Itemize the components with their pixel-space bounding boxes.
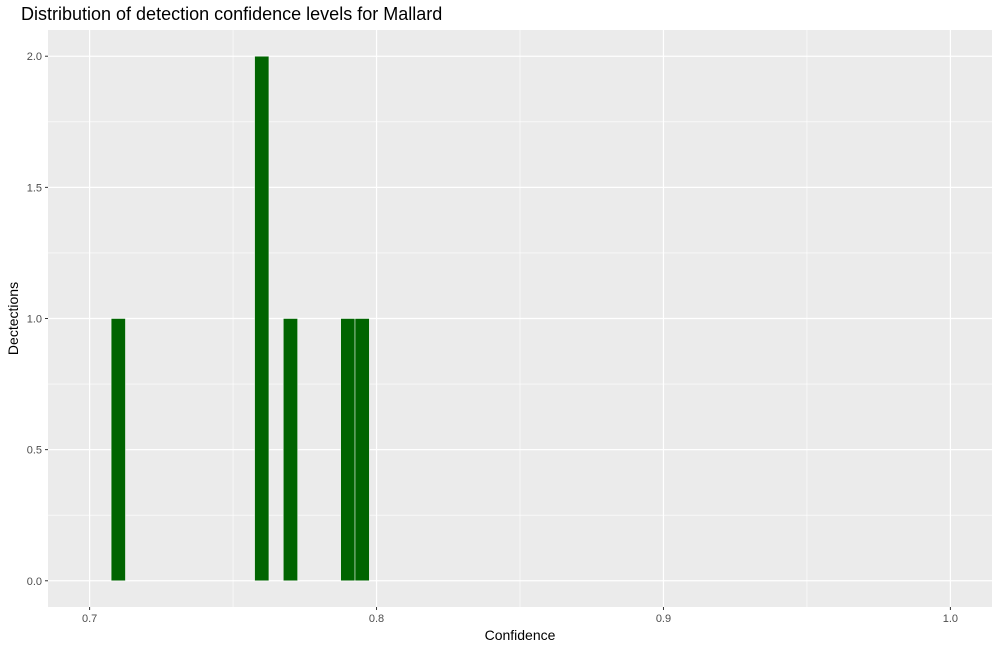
bars: [110, 55, 370, 582]
y-axis-label: Dectections: [5, 282, 21, 355]
y-tick-label: 0.0: [27, 576, 42, 588]
x-axis-label: Confidence: [485, 627, 556, 643]
histogram-bar: [110, 318, 126, 582]
x-tick-label: 0.7: [82, 613, 97, 625]
chart-title: Distribution of detection confidence lev…: [21, 4, 443, 24]
y-tick-label: 2.0: [27, 51, 42, 63]
x-tick-label: 0.8: [369, 613, 384, 625]
histogram-bar: [254, 55, 270, 582]
x-axis: 0.7 0.8 0.9 1.0: [82, 607, 958, 625]
major-gridlines: [48, 30, 992, 607]
histogram-bar: [283, 318, 298, 582]
y-axis: 0.0 0.5 1.0 1.5 2.0: [27, 51, 48, 588]
histogram-bar: [354, 318, 370, 582]
x-tick-label: 0.9: [656, 613, 671, 625]
y-tick-label: 1.5: [27, 182, 42, 194]
histogram-bar: [340, 318, 356, 582]
y-tick-label: 0.5: [27, 445, 42, 457]
y-tick-label: 1.0: [27, 314, 42, 326]
x-tick-label: 1.0: [943, 613, 958, 625]
